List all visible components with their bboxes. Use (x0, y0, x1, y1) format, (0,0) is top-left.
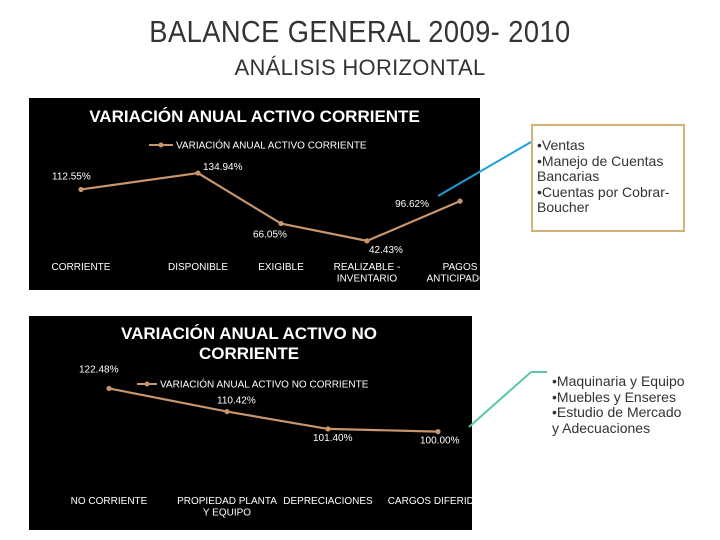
note-line: y Adecuaciones (552, 419, 651, 436)
slide-subtitle: ANÁLISIS HORIZONTAL (234, 55, 486, 80)
category-label: PROPIEDAD PLANTA Y EQUIPO (177, 496, 277, 519)
data-point (106, 385, 112, 392)
data-label: 96.62% (395, 199, 429, 210)
data-point (325, 426, 331, 432)
legend-marker (144, 381, 150, 387)
data-point (457, 198, 463, 204)
data-label: 42.43% (369, 245, 403, 256)
note-line: Boucher (537, 199, 590, 215)
chart-svg: VARIACIÓN ANUAL ACTIVO NO CORRIENTE 122.4… (71, 364, 472, 519)
data-label: 101.40% (313, 433, 353, 444)
series-line (108, 387, 439, 433)
data-point (364, 238, 370, 244)
data-label: 122.48% (79, 364, 119, 375)
chart-activo-corriente: VARIACIÓN ANUAL ACTIVO CORRIENTE VARIACI… (29, 98, 480, 290)
data-label: 112.55% (52, 171, 91, 182)
notes-box (531, 124, 685, 232)
note-line: •Maquinaria y Equipo (552, 373, 685, 389)
note-line: •Muebles y Enseres (552, 388, 676, 405)
note-line: Bancarias (537, 168, 600, 184)
data-point (435, 429, 441, 435)
note-line: •Ventas (537, 137, 585, 153)
note-line: •Manejo de Cuentas (537, 152, 664, 169)
data-label: 66.05% (253, 230, 287, 241)
note-line: •Estudio de Mercado (552, 404, 682, 420)
category-label: PAGOSANTICIPADOS (426, 262, 480, 285)
category-label: DISPONIBLE (168, 262, 228, 273)
chart-svg: VARIACIÓN ANUAL ACTIVO CORRIENTE 112.55% 1… (52, 139, 480, 285)
slide-title: BALANCE GENERAL 2009- 2010 (149, 14, 571, 49)
legend-label: VARIACIÓN ANUAL ACTIVO NO CORRIENTE (160, 378, 369, 391)
note-line: •Cuentas por Cobrar- (537, 183, 670, 200)
legend-marker (158, 142, 164, 148)
data-point (278, 220, 284, 227)
category-label: CARGOS DIFERIDOS (388, 496, 472, 507)
data-label: 100.00% (420, 436, 460, 447)
data-point (78, 186, 84, 193)
chart-activo-no-corriente: VARIACIÓN ANUAL ACTIVO NO CORRIENTE VARI… (29, 316, 472, 530)
data-point (195, 170, 201, 176)
category-label: DEPRECIACIONES (283, 496, 373, 507)
category-label: NO CORRIENTE (71, 496, 148, 507)
category-label: EXIGIBLE (258, 262, 304, 273)
chart-title: VARIACIÓN ANUAL ACTIVO CORRIENTE (89, 107, 420, 126)
data-label: 134.94% (203, 162, 243, 173)
category-label: CORRIENTE (52, 262, 111, 273)
legend-label: VARIACIÓN ANUAL ACTIVO CORRIENTE (176, 139, 367, 152)
notes-no-corriente: •Maquinaria y Equipo •Muebles y Enseres … (552, 373, 717, 436)
connector-line (468, 371, 532, 428)
chart-title: VARIACIÓN ANUAL ACTIVO NO CORRIENTE (121, 324, 377, 363)
notes-corriente: •Ventas •Manejo de Cuentas Bancarias •Cu… (537, 137, 683, 216)
data-label: 110.42% (217, 396, 256, 407)
data-point (224, 408, 230, 415)
category-label: REALIZABLE -INVENTARIO (334, 262, 401, 285)
